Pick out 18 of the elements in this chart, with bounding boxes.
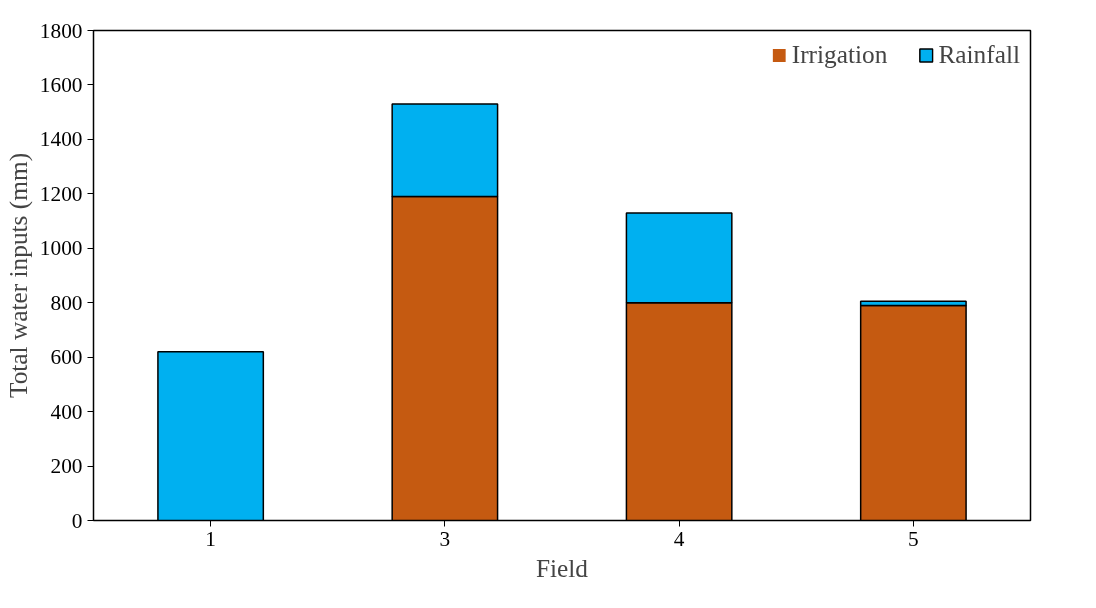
y-tick-label: 1800 bbox=[39, 18, 83, 43]
x-tick-label: 3 bbox=[439, 526, 451, 551]
y-tick-label: 600 bbox=[50, 345, 83, 370]
x-axis-title: Field bbox=[535, 553, 589, 582]
y-tick-label: 1600 bbox=[39, 72, 83, 97]
y-tick-label: 200 bbox=[50, 454, 83, 479]
y-tick-label: 1400 bbox=[39, 127, 83, 152]
x-tick-label: 4 bbox=[673, 526, 685, 551]
y-tick-label: 1000 bbox=[39, 236, 83, 261]
x-tick-label: 1 bbox=[205, 526, 216, 551]
y-tick-label: 1200 bbox=[39, 181, 83, 206]
x-tick-label: 5 bbox=[908, 526, 919, 551]
y-axis-title: Total water inputs (mm) bbox=[3, 152, 33, 399]
y-tick-label: 800 bbox=[50, 290, 83, 315]
y-tick-label: 400 bbox=[50, 399, 83, 424]
y-tick-label: 0 bbox=[71, 508, 83, 533]
legend-label: Irrigation bbox=[791, 40, 888, 69]
legend-label: Rainfall bbox=[938, 40, 1020, 69]
